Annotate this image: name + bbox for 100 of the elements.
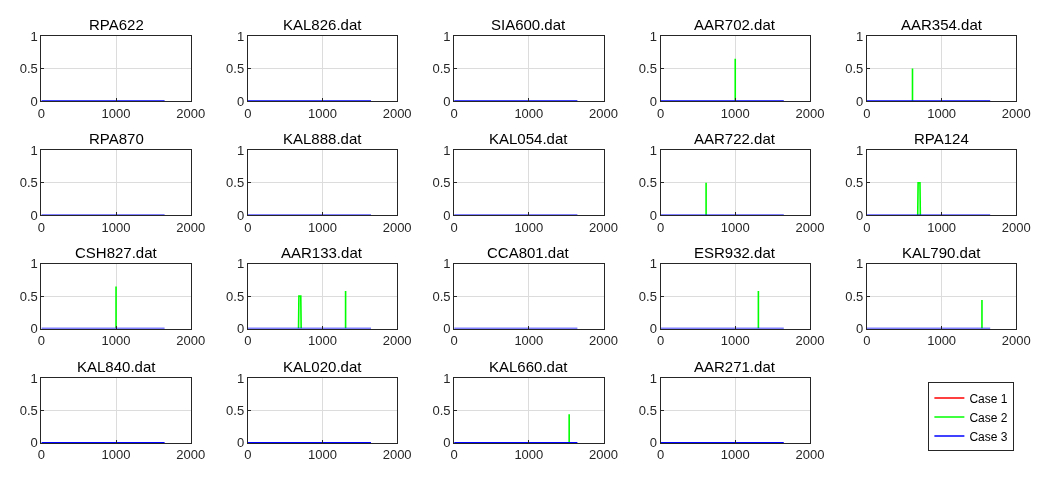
y-tick-label: 1 bbox=[443, 28, 451, 44]
x-tick-label: 2000 bbox=[795, 105, 825, 121]
x-tick-label: 1000 bbox=[514, 219, 544, 235]
y-tick-label: 1 bbox=[236, 28, 245, 44]
chart-title: KAL888.dat bbox=[283, 130, 363, 147]
y-tick-label: 0.5 bbox=[638, 61, 657, 77]
y-tick-label: 0 bbox=[443, 93, 451, 109]
chart-title: CSH827.dat bbox=[75, 244, 158, 261]
y-tick-label: 0 bbox=[236, 207, 245, 223]
chart-title: KAL790.dat bbox=[902, 244, 982, 261]
x-tick-label: 2000 bbox=[589, 105, 618, 121]
x-tick-label: 2000 bbox=[176, 333, 206, 349]
x-tick-label: 1000 bbox=[720, 219, 750, 235]
x-tick-label: 1000 bbox=[514, 447, 544, 463]
chart-title: AAR271.dat bbox=[694, 358, 776, 375]
y-tick-label: 0.5 bbox=[845, 175, 864, 191]
chart-title: AAR354.dat bbox=[901, 16, 983, 33]
y-tick-label: 0.5 bbox=[845, 288, 864, 304]
y-tick-label: 1 bbox=[236, 370, 245, 386]
x-tick-label: 2000 bbox=[795, 333, 825, 349]
chart-title: KAL020.dat bbox=[283, 358, 363, 375]
y-tick-label: 1 bbox=[856, 142, 864, 158]
chart-title: RPA870 bbox=[89, 130, 144, 147]
y-tick-label: 0 bbox=[649, 435, 657, 451]
y-tick-label: 0.5 bbox=[845, 61, 864, 77]
chart-title: SIA600.dat bbox=[491, 16, 567, 33]
y-tick-label: 0 bbox=[443, 207, 451, 223]
y-tick-label: 0.5 bbox=[638, 402, 657, 418]
x-tick-label: 2000 bbox=[382, 447, 412, 463]
chart-title: ESR932.dat bbox=[694, 244, 776, 261]
chart-title: KAL054.dat bbox=[489, 130, 569, 147]
y-tick-label: 0 bbox=[856, 321, 864, 337]
x-tick-label: 1000 bbox=[101, 219, 131, 235]
y-tick-label: 0.5 bbox=[432, 175, 451, 191]
x-tick-label: 2000 bbox=[1001, 105, 1031, 121]
y-tick-label: 0 bbox=[236, 435, 245, 451]
y-tick-label: 1 bbox=[443, 256, 451, 272]
chart-title: CCA801.dat bbox=[487, 244, 570, 261]
y-tick-label: 1 bbox=[649, 142, 657, 158]
y-tick-label: 0 bbox=[856, 207, 864, 223]
y-tick-label: 1 bbox=[649, 370, 657, 386]
y-tick-label: 1 bbox=[30, 370, 38, 386]
x-tick-label: 2000 bbox=[382, 219, 412, 235]
x-tick-label: 2000 bbox=[795, 219, 825, 235]
chart-title: RPA622 bbox=[89, 16, 144, 33]
y-tick-label: 1 bbox=[30, 28, 38, 44]
y-tick-label: 0 bbox=[30, 321, 38, 337]
y-tick-label: 0 bbox=[649, 93, 657, 109]
chart-title: AAR702.dat bbox=[694, 16, 776, 33]
chart-title: KAL660.dat bbox=[489, 358, 569, 375]
y-tick-label: 0.5 bbox=[226, 61, 245, 77]
x-tick-label: 1000 bbox=[720, 105, 750, 121]
x-tick-label: 1000 bbox=[101, 333, 131, 349]
chart-title: AAR133.dat bbox=[281, 244, 363, 261]
x-tick-label: 1000 bbox=[307, 447, 337, 463]
x-tick-label: 1000 bbox=[514, 333, 544, 349]
y-tick-label: 0.5 bbox=[432, 288, 451, 304]
y-tick-label: 1 bbox=[649, 28, 657, 44]
y-tick-label: 0.5 bbox=[226, 175, 245, 191]
x-tick-label: 1000 bbox=[720, 333, 750, 349]
y-tick-label: 0.5 bbox=[432, 61, 451, 77]
x-tick-label: 1000 bbox=[514, 105, 544, 121]
y-tick-label: 0 bbox=[30, 435, 38, 451]
y-tick-label: 1 bbox=[443, 370, 451, 386]
x-tick-label: 1000 bbox=[307, 333, 337, 349]
x-tick-label: 2000 bbox=[1001, 333, 1031, 349]
chart-title: AAR722.dat bbox=[694, 130, 776, 147]
y-tick-label: 1 bbox=[443, 142, 451, 158]
y-tick-label: 1 bbox=[856, 28, 864, 44]
y-tick-label: 0.5 bbox=[638, 175, 657, 191]
x-tick-label: 1000 bbox=[720, 447, 750, 463]
x-tick-label: 1000 bbox=[927, 219, 957, 235]
chart-title: KAL840.dat bbox=[77, 358, 157, 375]
y-tick-label: 0 bbox=[856, 93, 864, 109]
x-tick-label: 2000 bbox=[382, 333, 412, 349]
y-tick-label: 1 bbox=[30, 142, 38, 158]
legend-label: Case 3 bbox=[969, 429, 1008, 444]
y-tick-label: 0 bbox=[443, 321, 451, 337]
y-tick-label: 0.5 bbox=[19, 175, 38, 191]
legend-label: Case 2 bbox=[969, 410, 1008, 425]
y-tick-label: 1 bbox=[236, 256, 245, 272]
y-tick-label: 0 bbox=[30, 207, 38, 223]
y-tick-label: 1 bbox=[856, 256, 864, 272]
y-tick-label: 0.5 bbox=[226, 402, 245, 418]
x-tick-label: 2000 bbox=[382, 105, 412, 121]
y-tick-label: 0.5 bbox=[638, 288, 657, 304]
x-tick-label: 1000 bbox=[927, 333, 957, 349]
x-tick-label: 2000 bbox=[589, 447, 618, 463]
x-tick-label: 2000 bbox=[176, 447, 206, 463]
y-tick-label: 0 bbox=[649, 321, 657, 337]
x-tick-label: 1000 bbox=[101, 105, 131, 121]
x-tick-label: 2000 bbox=[176, 219, 206, 235]
x-tick-label: 2000 bbox=[176, 105, 206, 121]
y-tick-label: 0.5 bbox=[19, 402, 38, 418]
x-tick-label: 2000 bbox=[589, 333, 618, 349]
chart-title: RPA124 bbox=[914, 130, 969, 147]
x-tick-label: 1000 bbox=[927, 105, 957, 121]
y-tick-label: 1 bbox=[649, 256, 657, 272]
y-tick-label: 1 bbox=[236, 142, 245, 158]
x-tick-label: 1000 bbox=[101, 447, 131, 463]
